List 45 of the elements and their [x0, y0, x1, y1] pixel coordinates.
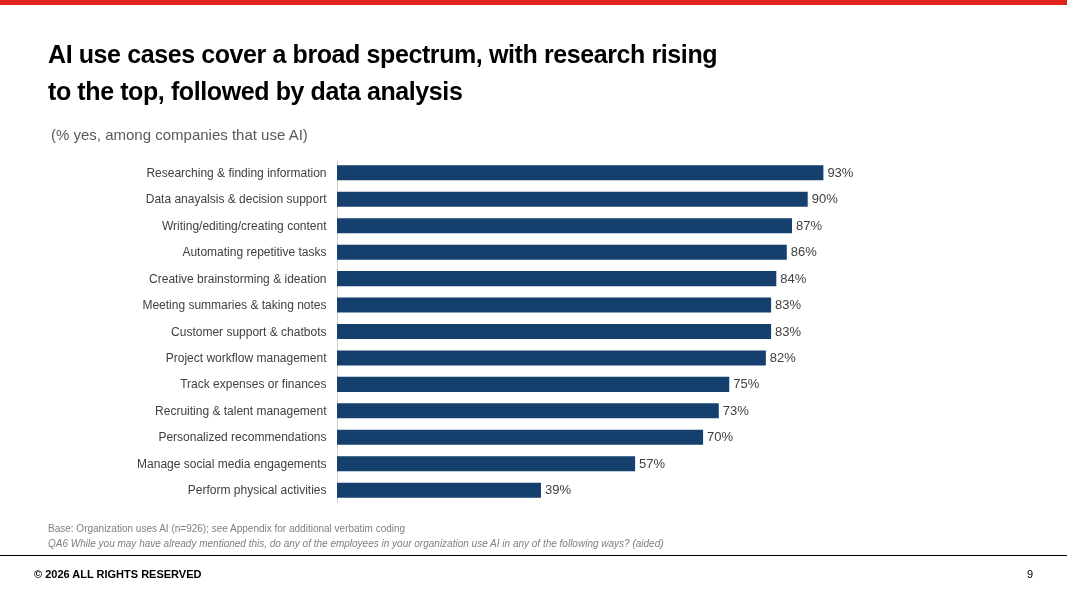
bar	[337, 271, 777, 287]
bar	[337, 456, 636, 472]
y-tick-label: Personalized recommendations	[158, 430, 327, 445]
y-tick-label: Manage social media engagements	[137, 456, 327, 471]
data-label: 39%	[544, 482, 572, 498]
bar	[337, 482, 541, 498]
bar	[337, 429, 704, 445]
y-tick-label: Project workflow management	[165, 350, 328, 365]
bar	[337, 165, 824, 181]
y-tick-label: Creative brainstorming & ideation	[149, 271, 327, 286]
bar	[337, 244, 787, 260]
text: Base: Organization uses AI (n=926); see Appendix for additional verbatim coding	[48, 523, 406, 534]
y-tick-label: Track expenses or finances	[180, 377, 327, 392]
bar	[337, 376, 730, 392]
bar	[337, 218, 793, 234]
data-label: 73%	[722, 402, 750, 418]
data-label: 93%	[827, 164, 854, 180]
y-tick-label: Recruiting & talent management	[155, 403, 328, 418]
text: QA6 While you may have already mentioned this, do any of the employees in your organization use AI in any of the following ways? (aided)	[48, 538, 664, 549]
data-label: 57%	[639, 455, 666, 471]
text: (% yes, among companies that use AI)	[51, 126, 308, 143]
data-label: 82%	[769, 349, 797, 365]
y-tick-label: Customer support & chatbots	[171, 324, 327, 339]
data-label: 86%	[790, 244, 818, 260]
chart-title: AI use cases cover a broad spectrum, with research rising to the top, followed by data analysis	[48, 39, 719, 107]
y-tick-label: Researching & finding information	[146, 165, 327, 180]
data-label: 84%	[780, 270, 807, 286]
data-label: 83%	[775, 323, 802, 339]
y-tick-label: Automating repetitive tasks	[182, 245, 327, 260]
bar	[337, 403, 719, 419]
data-label: 70%	[707, 429, 734, 445]
data-label: 90%	[811, 191, 839, 207]
data-label: 83%	[775, 297, 802, 313]
y-tick-label: Data anayalsis & decision support	[145, 192, 328, 207]
bar	[337, 323, 772, 340]
bar	[337, 191, 808, 207]
y-tick-label: Meeting summaries & taking notes	[142, 298, 327, 313]
bar	[337, 350, 766, 366]
data-label: 75%	[733, 376, 760, 392]
y-tick-label: Perform physical activities	[187, 483, 327, 498]
data-label: 87%	[796, 217, 823, 233]
bar	[337, 297, 772, 313]
y-tick-label: Writing/editing/creating content	[161, 218, 328, 233]
text: 9	[1027, 568, 1034, 580]
text: © 2026 ALL RIGHTS RESERVED	[34, 568, 202, 580]
